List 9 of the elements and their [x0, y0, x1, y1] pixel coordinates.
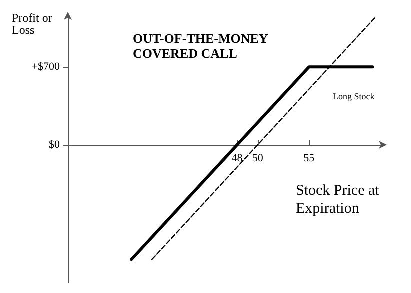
x-tick-label: 48 [232, 152, 244, 165]
y-axis-title: Profit or Loss [12, 11, 52, 37]
text: OUT-OF-THE-MONEY COVERED CALL [133, 31, 269, 61]
x-tick-label: 50 [252, 152, 264, 165]
text: Long Stock [333, 92, 376, 102]
y-tick-label: +$700 [32, 61, 60, 74]
y-tick-label: $0 [49, 139, 60, 152]
x-tick-label: 55 [304, 152, 316, 165]
x-axis-title: Stock Price at Expiration [296, 183, 380, 217]
